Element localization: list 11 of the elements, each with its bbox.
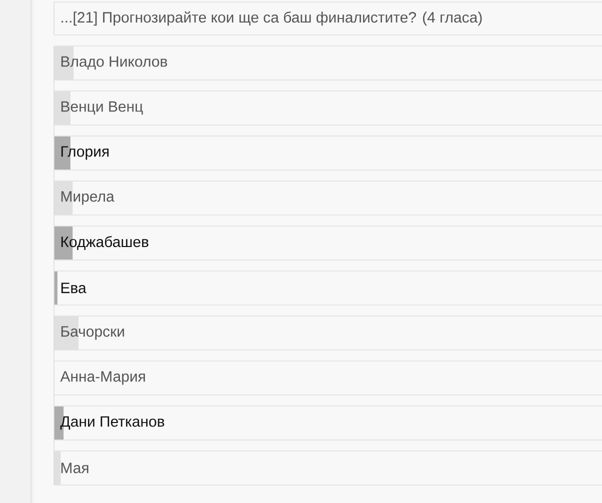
y-tick-label: Коджабашев xyxy=(61,236,148,250)
text: ...[21] Прогнозирайте кои ще са баш финалистите? (4 гласа) xyxy=(62,11,482,26)
y-tick-label: Венци Венц xyxy=(61,101,143,115)
y-tick-label: Глория xyxy=(61,146,109,160)
y-tick-label: Дани Петканов xyxy=(60,416,164,430)
y-tick-label: Мая xyxy=(61,462,88,474)
y-tick-label: Ева xyxy=(61,282,86,294)
y-tick-label: Мирела xyxy=(61,191,114,205)
y-tick-label: Анна-Мария xyxy=(60,371,145,385)
y-tick-label: Владо Николов xyxy=(61,56,168,70)
y-tick-label: Бачорски xyxy=(61,326,124,340)
